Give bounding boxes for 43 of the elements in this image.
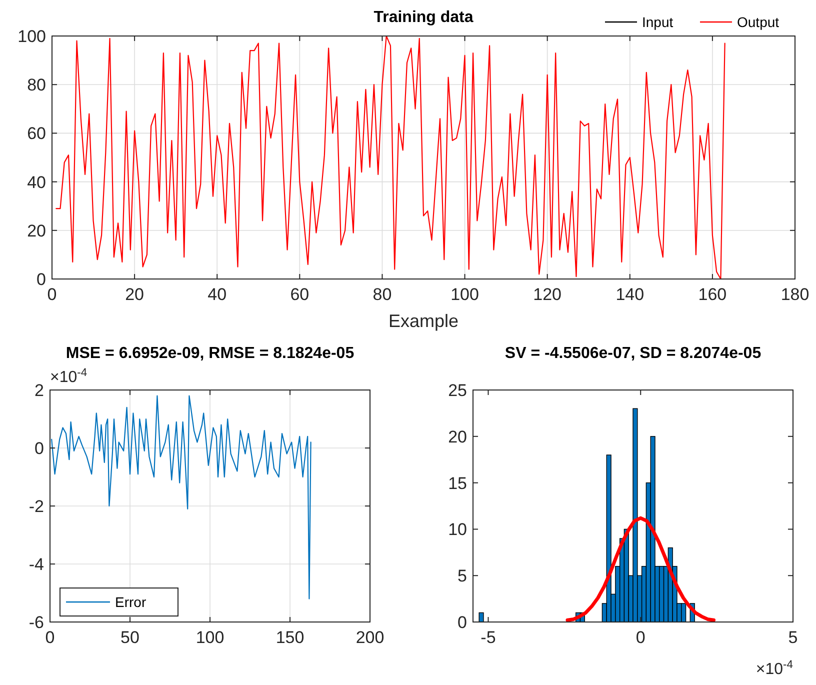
x-tick-label: 50 — [120, 628, 140, 647]
x-tick-label: 40 — [208, 285, 227, 304]
x-tick-label: 80 — [372, 285, 392, 304]
x-tick-label: 0 — [636, 628, 646, 647]
y-tick-label: 0 — [34, 439, 44, 458]
y-tick-label: -4 — [28, 555, 44, 574]
x-tick-label: 60 — [290, 285, 310, 304]
x-tick-label: 200 — [356, 628, 384, 647]
y-tick-label: -2 — [28, 497, 44, 516]
y-tick-label: 2 — [34, 381, 44, 400]
text: ×10$^{-4}$ — [756, 659, 793, 678]
x-tick-label: 140 — [616, 285, 644, 304]
x-tick-label: 120 — [533, 285, 562, 304]
x-tick-label: 100 — [196, 628, 224, 647]
y-tick-label: 0 — [36, 270, 46, 289]
legend-label: Error — [115, 594, 146, 610]
y-tick-label: -6 — [28, 613, 44, 632]
y-tick-label: 20 — [448, 427, 467, 446]
x-tick-label: 20 — [125, 285, 144, 304]
x-tick-label: 160 — [698, 285, 727, 304]
chart-title: SV = -4.5506e-07, SD = 8.2074e-05 — [504, 345, 762, 362]
x-tick-label: 5 — [788, 628, 798, 647]
y-tick-label: 15 — [448, 474, 467, 493]
y-tick-label: 25 — [448, 381, 467, 400]
legend-label: Output — [737, 14, 780, 30]
y-tick-label: 100 — [18, 27, 46, 46]
legend-label: Input — [642, 14, 674, 30]
y-tick-label: 80 — [27, 76, 46, 95]
chart-title: MSE = 6.6952e-09, RMSE = 8.1824e-05 — [66, 345, 354, 362]
y-tick-label: 5 — [458, 566, 467, 586]
y-tick-label: 20 — [27, 221, 46, 240]
x-tick-label: 150 — [276, 628, 304, 647]
y-tick-label: 0 — [458, 613, 467, 632]
x-tick-label: 180 — [780, 285, 810, 304]
x-tick-label: -5 — [480, 628, 496, 647]
chart-title: Training data — [374, 9, 474, 26]
y-tick-label: 60 — [27, 124, 46, 144]
text: ×10$^{-4}$ — [50, 367, 88, 386]
x-axis-title: Example — [388, 311, 459, 331]
line-series — [566, 516, 716, 622]
y-tick-label: 40 — [27, 172, 46, 192]
y-tick-label: 10 — [448, 520, 467, 540]
line-series — [56, 35, 726, 280]
